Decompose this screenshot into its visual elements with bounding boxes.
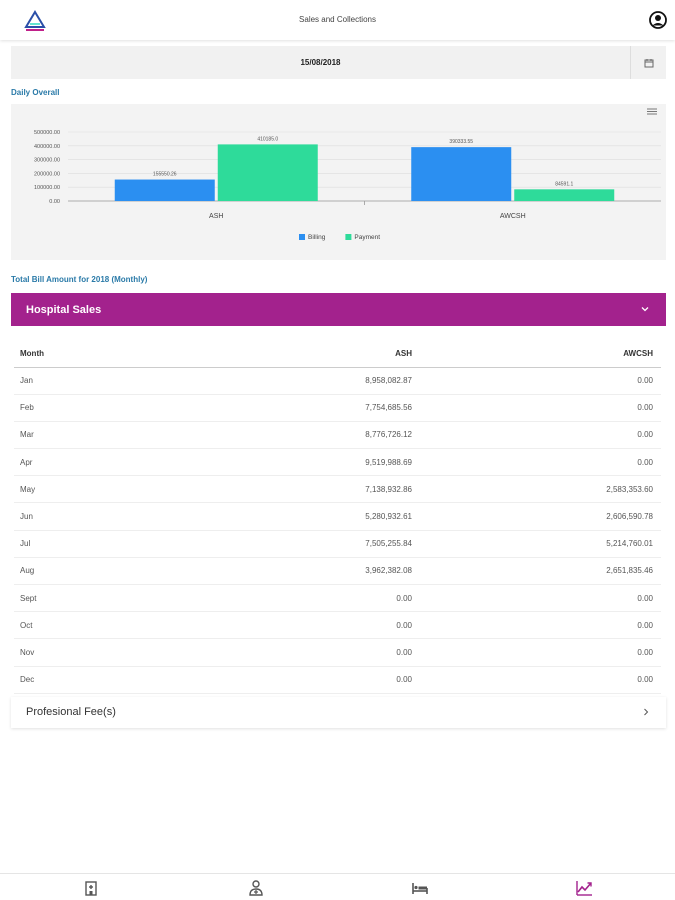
table-row: Jul 7,505,255.84 5,214,760.01 xyxy=(14,530,661,558)
cell-month: Oct xyxy=(14,611,154,640)
cell-ash: 8,958,082.87 xyxy=(154,367,412,395)
y-tick-label: 200000.00 xyxy=(34,171,60,177)
cell-ash: 7,138,932.86 xyxy=(154,475,412,504)
legend-label-billing: Billing xyxy=(308,234,326,241)
y-tick-label: 400000.00 xyxy=(34,144,60,150)
column-header-ash: ASH xyxy=(154,340,412,368)
table-row: Nov 0.00 0.00 xyxy=(14,638,661,667)
professional-fees-row[interactable]: Profesional Fee(s) xyxy=(11,697,666,728)
y-tick-label: 100000.00 xyxy=(34,185,60,191)
calendar-button[interactable] xyxy=(630,46,666,79)
bar-chart: 500000.00 400000.00 300000.00 200000.00 1000… xyxy=(34,108,661,241)
cell-month: Sept xyxy=(14,584,154,613)
cell-awcsh: 0.00 xyxy=(412,666,661,694)
cell-awcsh: 0.00 xyxy=(412,421,661,450)
cell-month: Nov xyxy=(14,638,154,667)
bed-icon[interactable] xyxy=(411,879,429,897)
cell-awcsh: 2,606,590.78 xyxy=(412,502,661,531)
legend-swatch-billing xyxy=(299,234,305,240)
app-header: Sales and Collections xyxy=(0,0,675,40)
monthly-total-label: Total Bill Amount for 2018 (Monthly) xyxy=(11,275,148,284)
legend-label-payment: Payment xyxy=(354,234,380,241)
cell-awcsh: 5,214,760.01 xyxy=(412,530,661,558)
bar-payment-awcsh xyxy=(514,189,615,201)
cell-month: Jan xyxy=(14,367,154,395)
cell-month: Aug xyxy=(14,557,154,586)
date-picker[interactable]: 15/08/2018 xyxy=(11,46,666,79)
table-row: Dec 0.00 0.00 xyxy=(14,666,661,694)
cell-awcsh: 0.00 xyxy=(412,611,661,640)
legend-swatch-payment xyxy=(345,234,352,240)
data-label: 410185.0 xyxy=(257,136,278,142)
table-row: Aug 3,962,382.08 2,651,835.46 xyxy=(14,557,661,586)
table-row: Oct 0.00 0.00 xyxy=(14,611,661,640)
table-row: Feb 7,754,685.56 0.00 xyxy=(14,394,661,422)
table-row: Jun 5,280,932.61 2,606,590.78 xyxy=(14,502,661,531)
cell-awcsh: 0.00 xyxy=(412,638,661,667)
y-tick-label: 500000.00 xyxy=(34,130,60,136)
cell-awcsh: 0.00 xyxy=(412,584,661,613)
date-value[interactable]: 15/08/2018 xyxy=(300,58,341,67)
x-category-label: AWCSH xyxy=(500,213,526,220)
cell-month: Jul xyxy=(14,530,154,558)
cell-month: Feb xyxy=(14,394,154,422)
page-title: Sales and Collections xyxy=(299,15,376,24)
cell-ash: 7,505,255.84 xyxy=(154,530,412,558)
cell-ash: 9,519,988.69 xyxy=(154,448,412,477)
cell-month: Mar xyxy=(14,421,154,450)
doctor-icon[interactable] xyxy=(247,879,265,897)
cell-ash: 8,776,726.12 xyxy=(154,421,412,450)
cell-awcsh: 2,651,835.46 xyxy=(412,557,661,586)
daily-overall-chart: 500000.00 400000.00 300000.00 200000.00 1000… xyxy=(11,104,666,260)
cell-month: Jun xyxy=(14,502,154,531)
column-header-awcsh: AWCSH xyxy=(412,340,661,368)
x-category-label: ASH xyxy=(209,213,223,220)
calendar-icon xyxy=(644,58,653,67)
bar-payment-ash xyxy=(217,144,318,201)
chevron-right-icon xyxy=(644,708,649,716)
data-label: 84591.1 xyxy=(555,181,573,187)
daily-overall-label: Daily Overall xyxy=(11,88,60,97)
cell-awcsh: 0.00 xyxy=(412,448,661,477)
bar-billing-awcsh xyxy=(411,147,512,201)
column-header-month: Month xyxy=(14,340,154,368)
table-row: Apr 9,519,988.69 0.00 xyxy=(14,448,661,477)
table-header-row: Month ASH AWCSH xyxy=(14,340,661,368)
cell-month: Apr xyxy=(14,448,154,477)
cell-awcsh: 0.00 xyxy=(412,367,661,395)
y-tick-label: 0.00 xyxy=(49,199,60,205)
cell-awcsh: 0.00 xyxy=(412,394,661,422)
table-row: Sept 0.00 0.00 xyxy=(14,584,661,613)
hospital-icon[interactable] xyxy=(82,879,100,897)
accordion-title: Hospital Sales xyxy=(26,304,102,316)
professional-fees-label: Profesional Fee(s) xyxy=(26,706,116,718)
cell-awcsh: 2,583,353.60 xyxy=(412,475,661,504)
cell-ash: 0.00 xyxy=(154,638,412,667)
chevron-down-icon[interactable] xyxy=(639,303,651,315)
table-row: Mar 8,776,726.12 0.00 xyxy=(14,421,661,450)
cell-ash: 0.00 xyxy=(154,666,412,694)
hamburger-menu-icon[interactable] xyxy=(647,108,657,115)
table-row: May 7,138,932.86 2,583,353.60 xyxy=(14,475,661,504)
monthly-sales-table: Month ASH AWCSH Jan 8,958,082.87 0.00 Feb 7,… xyxy=(14,340,661,694)
y-tick-label: 300000.00 xyxy=(34,158,60,164)
bar-billing-ash xyxy=(114,179,215,201)
hospital-sales-accordion[interactable]: Hospital Sales xyxy=(11,293,666,326)
cell-month: May xyxy=(14,475,154,504)
data-label: 155550.26 xyxy=(153,172,177,178)
table-row: Jan 8,958,082.87 0.00 xyxy=(14,367,661,395)
cell-month: Dec xyxy=(14,666,154,694)
triangle-logo-icon[interactable] xyxy=(24,10,46,32)
data-label: 390333.55 xyxy=(449,139,473,145)
cell-ash: 5,280,932.61 xyxy=(154,502,412,531)
bottom-navigation xyxy=(0,873,675,900)
user-account-icon[interactable] xyxy=(649,11,667,29)
trending-chart-icon[interactable] xyxy=(575,879,593,897)
cell-ash: 7,754,685.56 xyxy=(154,394,412,422)
cell-ash: 3,962,382.08 xyxy=(154,557,412,586)
cell-ash: 0.00 xyxy=(154,611,412,640)
cell-ash: 0.00 xyxy=(154,584,412,613)
